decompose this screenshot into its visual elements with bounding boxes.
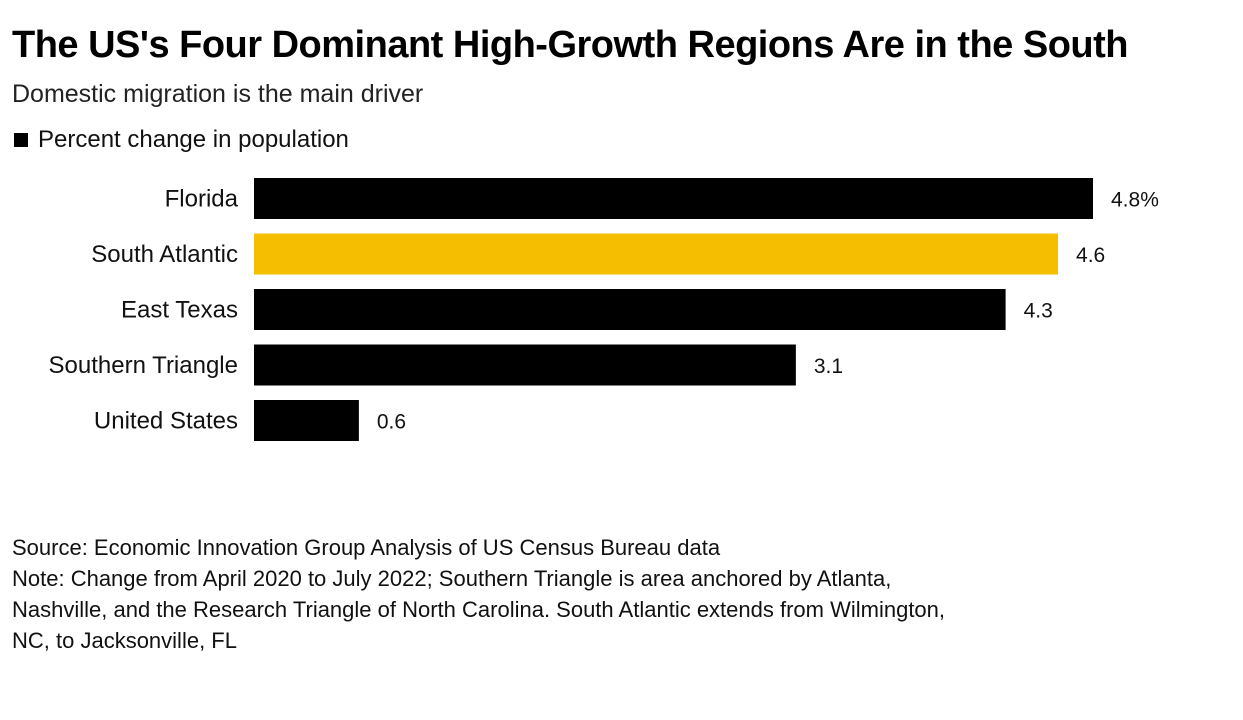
legend-label: Percent change in population — [38, 126, 349, 153]
bar-chart: Florida 4.8% South Atlantic 4.6 East Texas 4.… — [49, 178, 1159, 441]
bar — [254, 178, 1093, 219]
note-line-2: Nashville, and the Research Triangle of … — [12, 597, 946, 622]
value-label: 3.1 — [814, 355, 843, 378]
legend: Percent change in population — [14, 126, 349, 154]
legend-swatch — [14, 133, 28, 147]
chart-footer: Source: Economic Innovation Group Analys… — [12, 532, 1227, 656]
bar — [254, 289, 1006, 330]
category-label: East Texas — [121, 297, 238, 324]
chart-subtitle: Domestic migration is the main driver — [12, 80, 424, 108]
bar — [254, 400, 359, 441]
category-label: Florida — [165, 186, 239, 213]
note-line-1: Note: Change from April 2020 to July 202… — [12, 566, 892, 591]
category-label: Southern Triangle — [49, 352, 238, 379]
value-label: 4.8% — [1111, 189, 1159, 212]
source-note: Source: Economic Innovation Group Analys… — [12, 535, 721, 560]
value-label: 4.6 — [1076, 244, 1105, 267]
note-line-3: NC, to Jacksonville, FL — [12, 628, 237, 653]
category-label: South Atlantic — [91, 241, 238, 268]
category-label: United States — [94, 408, 238, 435]
bar — [254, 233, 1059, 275]
chart-title: The US's Four Dominant High-Growth Regio… — [12, 24, 1129, 66]
value-label: 0.6 — [377, 411, 406, 434]
value-label: 4.3 — [1024, 300, 1053, 323]
bar — [254, 344, 796, 386]
